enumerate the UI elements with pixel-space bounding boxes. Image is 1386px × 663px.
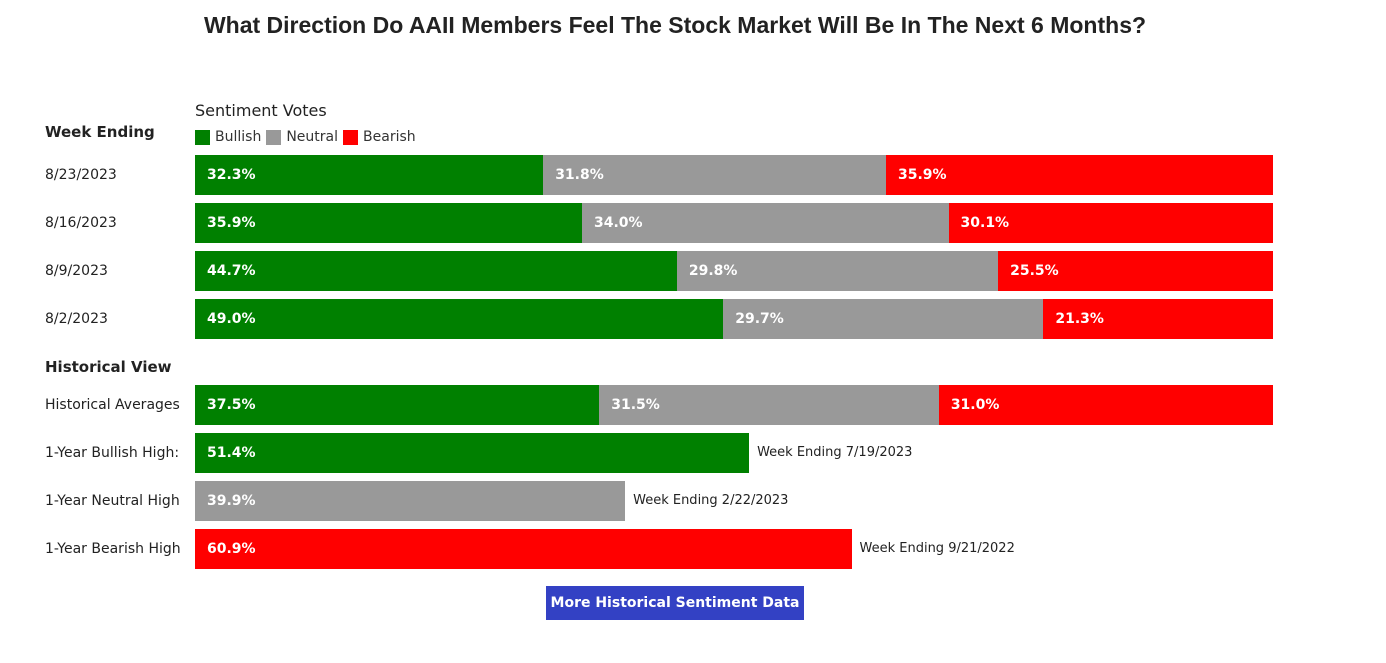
bar-segment-neutral: 29.7% (723, 299, 1044, 339)
bar-segment-neutral: 31.8% (543, 155, 886, 195)
legend-label-neutral: Neutral (286, 129, 339, 145)
legend-item-neutral: Neutral (266, 129, 338, 145)
week-ending-heading: Week Ending (45, 123, 155, 141)
bar-segment-neutral: 34.0% (582, 203, 949, 243)
bar-segment-bullish: 51.4% (195, 433, 750, 473)
legend-item-bearish: Bearish (343, 129, 416, 145)
bar-segment-bearish: 21.3% (1043, 299, 1273, 339)
bar-segment-bearish: 60.9% (195, 529, 852, 569)
bar-segment-neutral: 39.9% (195, 481, 626, 521)
bar-segment-bullish: 37.5% (195, 385, 600, 425)
stacked-bar: 37.5% 31.5% 31.0% (195, 385, 1273, 425)
bar-segment-bullish: 32.3% (195, 155, 544, 195)
legend-swatch-bearish (343, 129, 359, 145)
row-label: 8/2/2023 (45, 311, 108, 327)
chart-title: What Direction Do AAII Members Feel The … (203, 12, 1147, 38)
legend-item-bullish: Bullish (195, 129, 261, 145)
stacked-bar: 35.9% 34.0% 30.1% (195, 203, 1273, 243)
high-row-label: 1-Year Bullish High: (45, 445, 180, 461)
legend-swatch-neutral (266, 129, 282, 145)
bar-segment-bearish: 31.0% (938, 385, 1273, 425)
high-row-label: 1-Year Bearish High (45, 541, 181, 557)
row-label: Historical Averages (45, 397, 180, 413)
row-label: 8/23/2023 (45, 167, 117, 183)
stacked-bar: 49.0% 29.7% 21.3% (195, 299, 1273, 339)
more-historical-data-button[interactable]: More Historical Sentiment Data (546, 586, 804, 620)
high-week-note: Week Ending 9/21/2022 (859, 541, 1015, 556)
bar-segment-neutral: 29.8% (676, 251, 999, 291)
historical-view-heading: Historical View (45, 358, 172, 376)
legend: Bullish Neutral Bearish (195, 129, 421, 145)
high-bar-bearish: 60.9% (195, 529, 852, 569)
bar-segment-bullish: 49.0% (195, 299, 724, 339)
bar-segment-bearish: 25.5% (998, 251, 1273, 291)
high-week-note: Week Ending 2/22/2023 (633, 493, 789, 508)
high-bar-bullish: 51.4% (195, 433, 750, 473)
bar-segment-bearish: 30.1% (948, 203, 1273, 243)
high-week-note: Week Ending 7/19/2023 (757, 445, 913, 460)
stacked-bar: 32.3% 31.8% 35.9% (195, 155, 1273, 195)
row-label: 8/9/2023 (45, 263, 108, 279)
high-row-label: 1-Year Neutral High (45, 493, 180, 509)
legend-label-bullish: Bullish (215, 129, 262, 145)
stacked-bar: 44.7% 29.8% 25.5% (195, 251, 1273, 291)
bar-segment-neutral: 31.5% (599, 385, 939, 425)
sentiment-votes-heading: Sentiment Votes (195, 101, 327, 120)
row-label: 8/16/2023 (45, 215, 117, 231)
legend-label-bearish: Bearish (363, 129, 416, 145)
high-bar-neutral: 39.9% (195, 481, 626, 521)
bar-segment-bearish: 35.9% (885, 155, 1273, 195)
bar-segment-bullish: 44.7% (195, 251, 677, 291)
bar-segment-bullish: 35.9% (195, 203, 582, 243)
legend-swatch-bullish (195, 129, 210, 145)
